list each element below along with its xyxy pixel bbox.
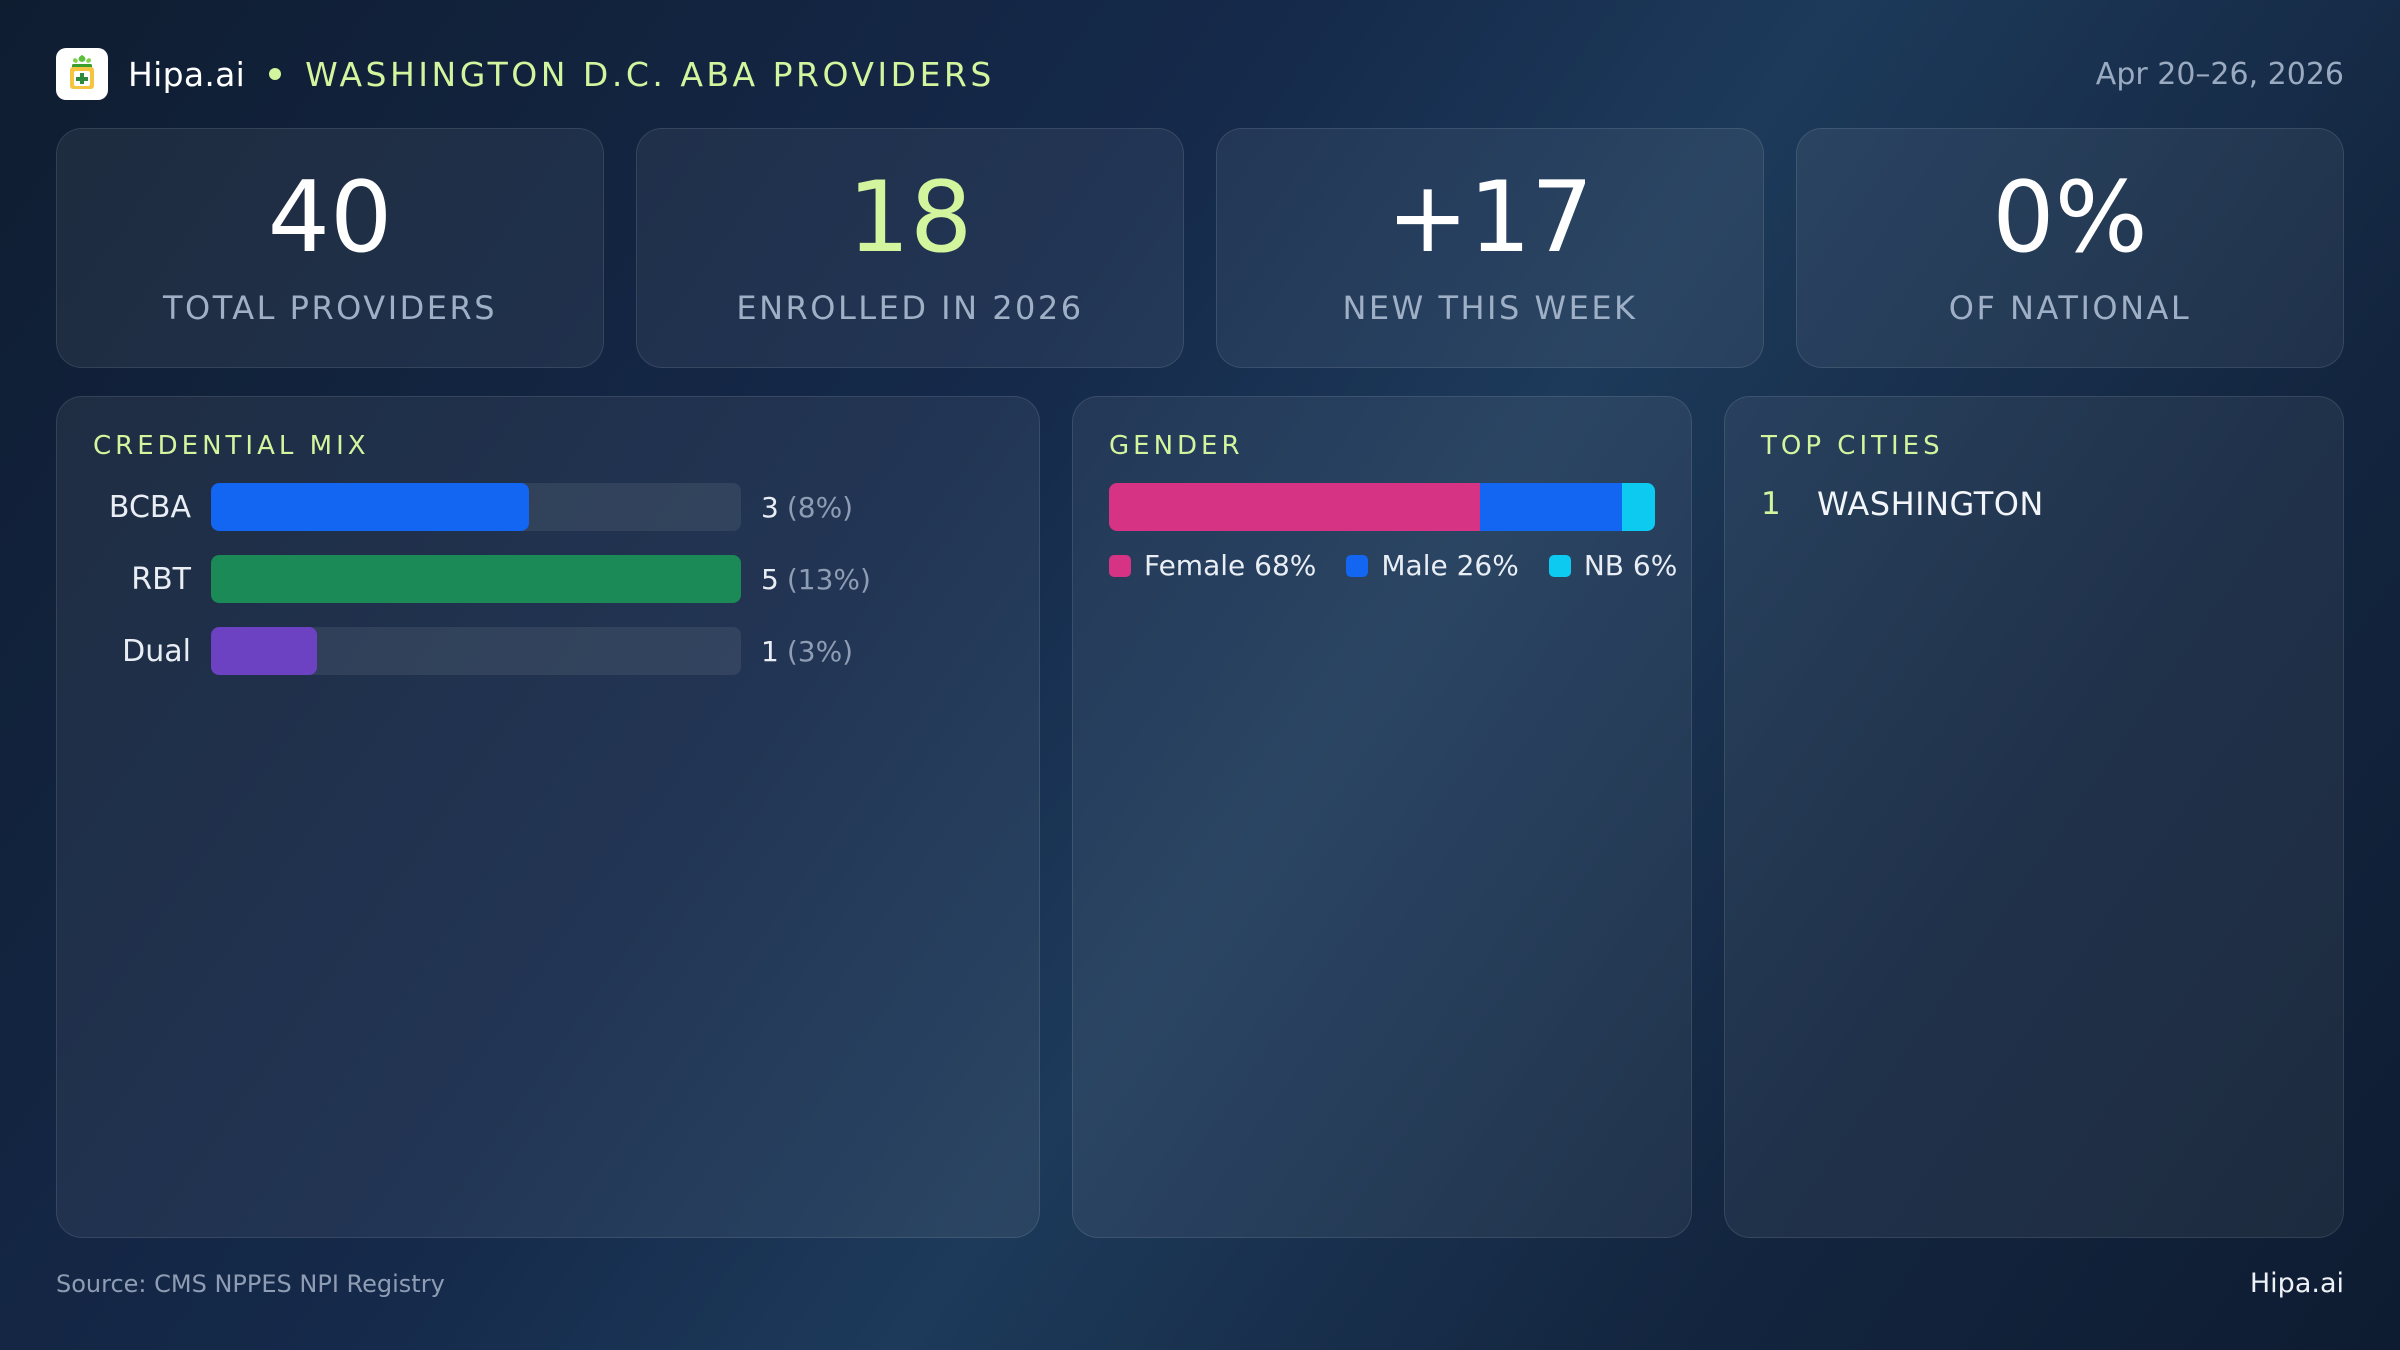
credential-bar-fill [211, 555, 741, 603]
legend-swatch [1346, 554, 1369, 577]
panel-title: CREDENTIAL MIX [93, 431, 370, 461]
credential-mix-panel: CREDENTIAL MIX BCBA 3 (8%) RBT 5 (13%) D… [56, 396, 1040, 1238]
credential-label: BCBA [108, 489, 191, 525]
kpi-value: 18 [847, 161, 973, 275]
kpi-value: 40 [267, 161, 393, 275]
kpi-card-enrolled: 18 ENROLLED IN 2026 [636, 128, 1184, 368]
legend-label: Male 26% [1381, 549, 1519, 582]
brand-name: Hipa.ai [128, 54, 246, 94]
region-title: WASHINGTON D.C. ABA PROVIDERS [305, 54, 995, 94]
credential-percent: (13%) [786, 562, 871, 596]
gender-legend: Female 68% Male 26% NB 6% [1109, 549, 1677, 582]
footer-brand: Hipa.ai [2249, 1268, 2344, 1299]
credential-count: 5 [761, 562, 779, 596]
top-cities-panel: TOP CITIES 1 WASHINGTON [1724, 396, 2344, 1238]
kpi-value: +17 [1386, 161, 1594, 275]
gender-segment-female [1109, 483, 1481, 531]
credential-bar-fill [211, 627, 317, 675]
credential-row-bcba: BCBA 3 (8%) [93, 483, 853, 531]
gender-panel: GENDER Female 68% Male 26% NB 6% [1072, 396, 1692, 1238]
credential-bar-track [211, 555, 741, 603]
kpi-card-total-providers: 40 TOTAL PROVIDERS [56, 128, 604, 368]
credential-row-dual: Dual 1 (3%) [93, 627, 853, 675]
kpi-card-new-this-week: +17 NEW THIS WEEK [1216, 128, 1764, 368]
kpi-label: ENROLLED IN 2026 [736, 289, 1084, 327]
header: Hipa.ai WASHINGTON D.C. ABA PROVIDERS Ap… [56, 46, 2344, 102]
panel-title: TOP CITIES [1761, 431, 1944, 461]
logo [56, 48, 108, 100]
date-range: Apr 20–26, 2026 [2095, 56, 2344, 92]
credential-count: 1 [761, 634, 779, 668]
gender-stacked-bar [1109, 483, 1655, 531]
credential-bar-track [211, 483, 741, 531]
legend-swatch [1109, 554, 1131, 577]
credential-percent: (3%) [786, 634, 854, 668]
credential-row-rbt: RBT 5 (13%) [93, 555, 871, 603]
legend-item-nb: NB 6% [1548, 549, 1678, 582]
kpi-card-of-national: 0% OF NATIONAL [1796, 128, 2344, 368]
kpi-value: 0% [1992, 161, 2148, 275]
kpi-label: OF NATIONAL [1948, 289, 2192, 327]
credential-percent: (8%) [786, 490, 854, 524]
source-note: Source: CMS NPPES NPI Registry [56, 1270, 445, 1298]
credential-bar-fill [211, 483, 529, 531]
legend-label: NB 6% [1583, 549, 1678, 582]
legend-swatch [1548, 554, 1571, 577]
gender-segment-male [1480, 483, 1623, 531]
credential-label: RBT [131, 561, 191, 597]
city-rank: 1 [1761, 486, 1781, 522]
kpi-row: 40 TOTAL PROVIDERS 18 ENROLLED IN 2026 +… [56, 128, 2344, 368]
panel-title: GENDER [1109, 431, 1244, 461]
kpi-label: NEW THIS WEEK [1342, 289, 1638, 327]
list-item: 1 WASHINGTON [1761, 485, 2044, 523]
clipboard-plant-icon [65, 53, 99, 95]
gender-segment-nb [1622, 483, 1655, 531]
kpi-label: TOTAL PROVIDERS [162, 289, 498, 327]
bullet-dot-icon [269, 68, 282, 80]
city-name: WASHINGTON [1817, 485, 2044, 523]
credential-bar-track [211, 627, 741, 675]
legend-label: Female 68% [1144, 549, 1317, 582]
credential-count: 3 [761, 490, 779, 524]
legend-item-male: Male 26% [1346, 549, 1519, 582]
legend-item-female: Female 68% [1109, 549, 1316, 582]
credential-label: Dual [122, 633, 191, 669]
